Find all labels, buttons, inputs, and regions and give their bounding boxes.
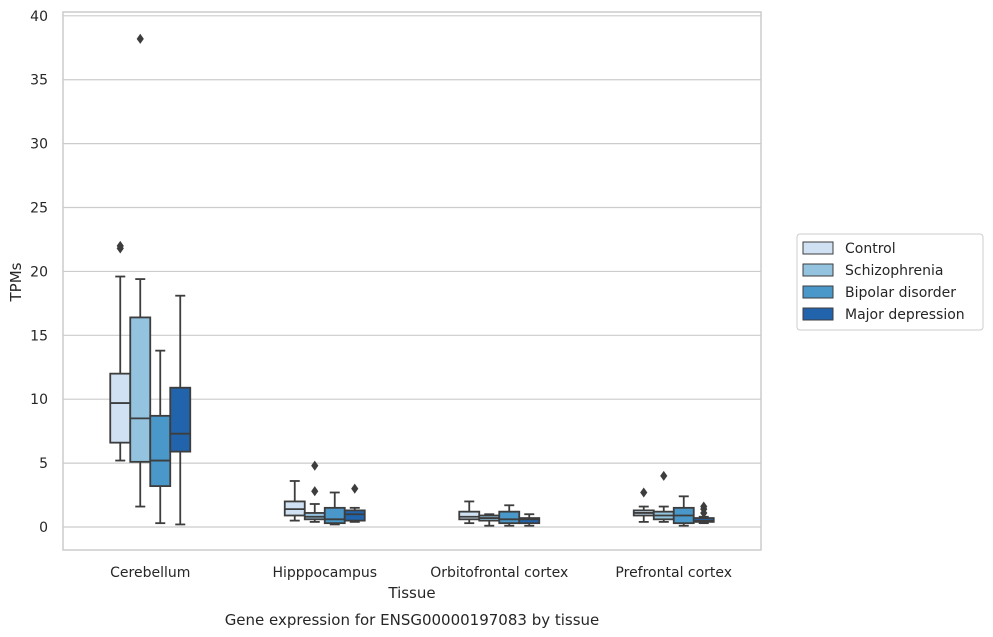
legend-swatch (802, 307, 834, 321)
chart-title: Gene expression for ENSG00000197083 by t… (225, 611, 600, 629)
outlier-point (351, 483, 359, 494)
outlier-point (660, 470, 668, 481)
box-2-3 (672, 495, 695, 527)
box-iqr (169, 386, 192, 453)
x-tick-label: Hipppocampus (272, 565, 377, 581)
box-3-2 (518, 513, 541, 527)
x-axis-label: Tissue (387, 584, 435, 602)
plot-frame (62, 11, 762, 551)
x-tick-labels: Cerebellum Hipppocampus Orbitofrontal cort… (110, 565, 732, 581)
box-1-3 (652, 470, 675, 523)
box-iqr (518, 517, 541, 525)
y-tick-label: 15 (30, 328, 48, 344)
outlier-point (311, 486, 319, 497)
legend-swatch (802, 263, 834, 277)
y-tick-label: 35 (30, 73, 48, 89)
outlier-point (640, 487, 648, 498)
x-tick-label: Orbitofrontal cortex (430, 565, 568, 581)
y-tick-labels: 0 5 10 15 20 25 30 35 40 (30, 9, 48, 536)
box-2-1 (323, 491, 346, 526)
box-1-0 (129, 33, 152, 508)
box-0-1 (283, 480, 306, 522)
box-iqr (498, 510, 521, 525)
y-tick-label: 40 (30, 9, 48, 25)
legend: Control Schizophrenia Bipolar disorder Majo… (796, 233, 984, 331)
y-tick-label: 30 (30, 137, 48, 153)
x-tick-label: Cerebellum (110, 565, 190, 581)
y-axis-label: TPMs (7, 262, 25, 302)
box-iqr (323, 506, 346, 525)
box-2-2 (498, 504, 521, 527)
plot-background (63, 12, 761, 550)
box-3-1 (343, 483, 366, 523)
outlier-point (700, 501, 708, 512)
y-tick-label: 5 (39, 456, 48, 472)
box-3-3 (692, 501, 715, 525)
legend-swatch (802, 241, 834, 255)
outlier-point (116, 240, 124, 251)
y-tick-label: 10 (30, 392, 48, 408)
boxes (109, 33, 715, 527)
x-tick-label: Prefrontal cortex (615, 565, 732, 581)
legend-label: Major depression (845, 307, 965, 323)
outlier-point (136, 33, 144, 44)
legend-label: Schizophrenia (845, 263, 943, 279)
legend-swatch (802, 285, 834, 299)
y-tick-label: 0 (39, 520, 48, 536)
box-2-0 (149, 349, 172, 525)
y-tick-label: 25 (30, 201, 48, 217)
legend-label: Bipolar disorder (845, 285, 956, 301)
outlier-point (311, 460, 319, 471)
box-iqr (129, 316, 152, 463)
box-3-0 (169, 294, 192, 526)
box-iqr (343, 509, 366, 522)
box-iqr (458, 510, 481, 521)
box-iqr (109, 372, 132, 444)
legend-frame (796, 233, 984, 331)
legend-label: Control (845, 241, 896, 257)
box-iqr (149, 414, 172, 488)
y-tick-label: 20 (30, 264, 48, 280)
